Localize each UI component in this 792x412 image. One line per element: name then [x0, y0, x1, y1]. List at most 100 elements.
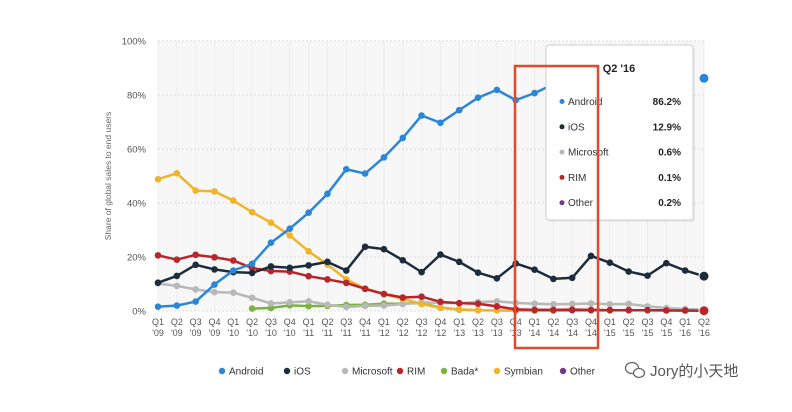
x-tick-label: Q3'15 — [642, 317, 654, 338]
symbian-point — [286, 232, 294, 239]
x-tick-label: Q4'11 — [359, 317, 371, 338]
rim-point — [399, 294, 407, 301]
android-point — [173, 302, 181, 309]
ios-point — [606, 259, 614, 266]
x-tick-label: Q3'14 — [566, 317, 578, 338]
rim-point — [230, 257, 237, 264]
rim-point — [361, 285, 369, 293]
x-tick-year: '12 — [416, 328, 428, 338]
x-tick-year: '12 — [435, 328, 447, 338]
x-tick-quarter: Q3 — [265, 317, 277, 327]
tooltip-label: Microsoft — [568, 148, 609, 159]
symbian-point — [437, 304, 444, 312]
tooltip-label: RIM — [568, 173, 586, 184]
x-tick-quarter: Q1 — [453, 317, 465, 327]
ios-point — [437, 251, 444, 258]
microsoft-point — [324, 301, 331, 309]
ios-point — [342, 267, 350, 274]
x-tick-label: Q4'15 — [660, 317, 672, 338]
ios-point — [644, 272, 651, 279]
tooltip-label: iOS — [568, 122, 585, 133]
legend-marker — [440, 367, 448, 375]
rim-point — [324, 276, 331, 283]
android-point — [267, 239, 275, 246]
microsoft-point — [211, 288, 218, 296]
symbian-point — [455, 306, 463, 313]
microsoft-point — [192, 286, 199, 293]
ios-point — [568, 274, 576, 282]
x-tick-year: '12 — [397, 328, 409, 338]
x-tick-quarter: Q3 — [340, 317, 352, 327]
x-tick-year: '16 — [698, 328, 710, 338]
x-tick-quarter: Q1 — [227, 317, 239, 327]
x-tick-quarter: Q2 — [698, 317, 710, 327]
ios-point — [663, 259, 670, 267]
rim-point — [663, 307, 670, 314]
rim-point — [493, 303, 501, 310]
x-tick-year: '10 — [284, 328, 296, 338]
x-tick-year: '10 — [265, 328, 277, 338]
android-point — [230, 267, 237, 274]
x-tick-label: Q1'13 — [453, 317, 465, 338]
ios-point — [455, 258, 463, 266]
legend-marker — [559, 367, 567, 375]
x-tick-label: Q3'10 — [265, 317, 277, 338]
rim-point — [606, 306, 614, 314]
rim-point — [455, 299, 463, 307]
microsoft-point — [230, 289, 237, 296]
symbian-point — [305, 248, 312, 255]
x-tick-quarter: Q3 — [416, 317, 428, 327]
x-tick-year: '13 — [491, 328, 503, 338]
rim-point — [625, 306, 632, 314]
x-tick-year: '13 — [472, 328, 484, 338]
android-point — [437, 119, 444, 127]
ios-point — [550, 275, 557, 283]
microsoft-point — [568, 300, 576, 308]
x-tick-quarter: Q1 — [378, 317, 390, 327]
ios-point — [399, 256, 407, 264]
x-tick-label: Q4'09 — [208, 317, 220, 338]
android-point — [248, 260, 256, 268]
android-line — [157, 83, 554, 308]
x-tick-year: '12 — [378, 328, 390, 338]
x-tick-quarter: Q1 — [679, 317, 691, 327]
wechat-icon — [624, 361, 646, 379]
x-tick-label: Q2'15 — [623, 317, 635, 338]
x-tick-label: Q2'11 — [321, 317, 333, 338]
android-point — [418, 112, 425, 119]
x-tick-label: Q3'09 — [190, 317, 202, 338]
android-point — [305, 209, 312, 217]
x-tick-year: '15 — [642, 328, 654, 338]
microsoft-point — [399, 300, 407, 308]
x-tick-year: '14 — [548, 328, 560, 338]
rim-point — [550, 306, 557, 314]
x-tick-label: Q4'14 — [585, 317, 597, 338]
x-tick-year: '14 — [566, 328, 578, 338]
y-tick-label: 20% — [127, 253, 147, 264]
x-tick-label: Q2'16 — [698, 317, 710, 338]
microsoft-point — [286, 299, 294, 306]
x-tick-quarter: Q2 — [246, 317, 258, 327]
rim-point — [342, 279, 350, 287]
ios-point — [267, 263, 275, 270]
microsoft-point — [380, 302, 388, 309]
y-tick-label: 100% — [122, 37, 147, 48]
symbian-line — [157, 172, 554, 312]
legend-label: iOS — [294, 367, 311, 378]
x-tick-quarter: Q4 — [208, 317, 220, 327]
rim-point — [305, 272, 312, 280]
legend-label: Other — [570, 367, 596, 378]
x-tick-quarter: Q1 — [152, 317, 164, 327]
legend-label: Bada* — [451, 367, 478, 378]
android-point — [324, 190, 331, 198]
ios-point — [625, 268, 632, 275]
wechat-icon-bubble — [632, 367, 646, 379]
x-tick-label: Q1'15 — [604, 317, 616, 338]
rim-point — [474, 300, 482, 308]
android-point — [399, 134, 407, 142]
symbian-point — [154, 175, 162, 183]
x-tick-year: '09 — [190, 328, 202, 338]
x-tick-year: '15 — [660, 328, 672, 338]
x-tick-label: Q1'10 — [227, 317, 239, 338]
